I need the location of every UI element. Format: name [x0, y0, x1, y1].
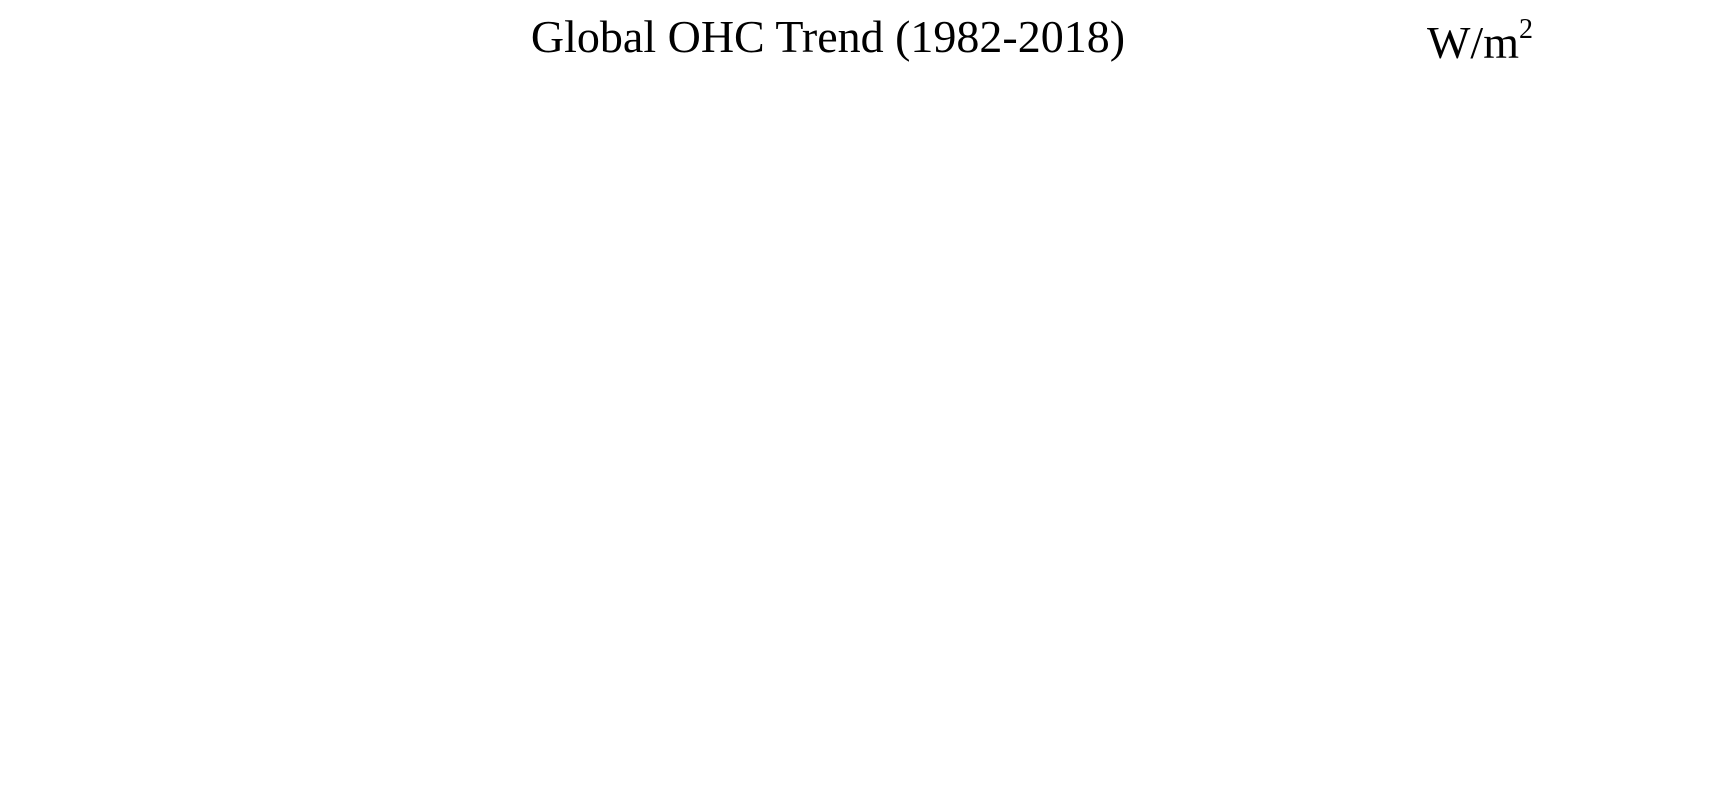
unit-base: W/m [1427, 17, 1519, 68]
unit-exponent: 2 [1519, 14, 1533, 45]
map-title: Global OHC Trend (1982-2018) [531, 11, 1125, 62]
unit: W/m2 [1427, 14, 1533, 68]
